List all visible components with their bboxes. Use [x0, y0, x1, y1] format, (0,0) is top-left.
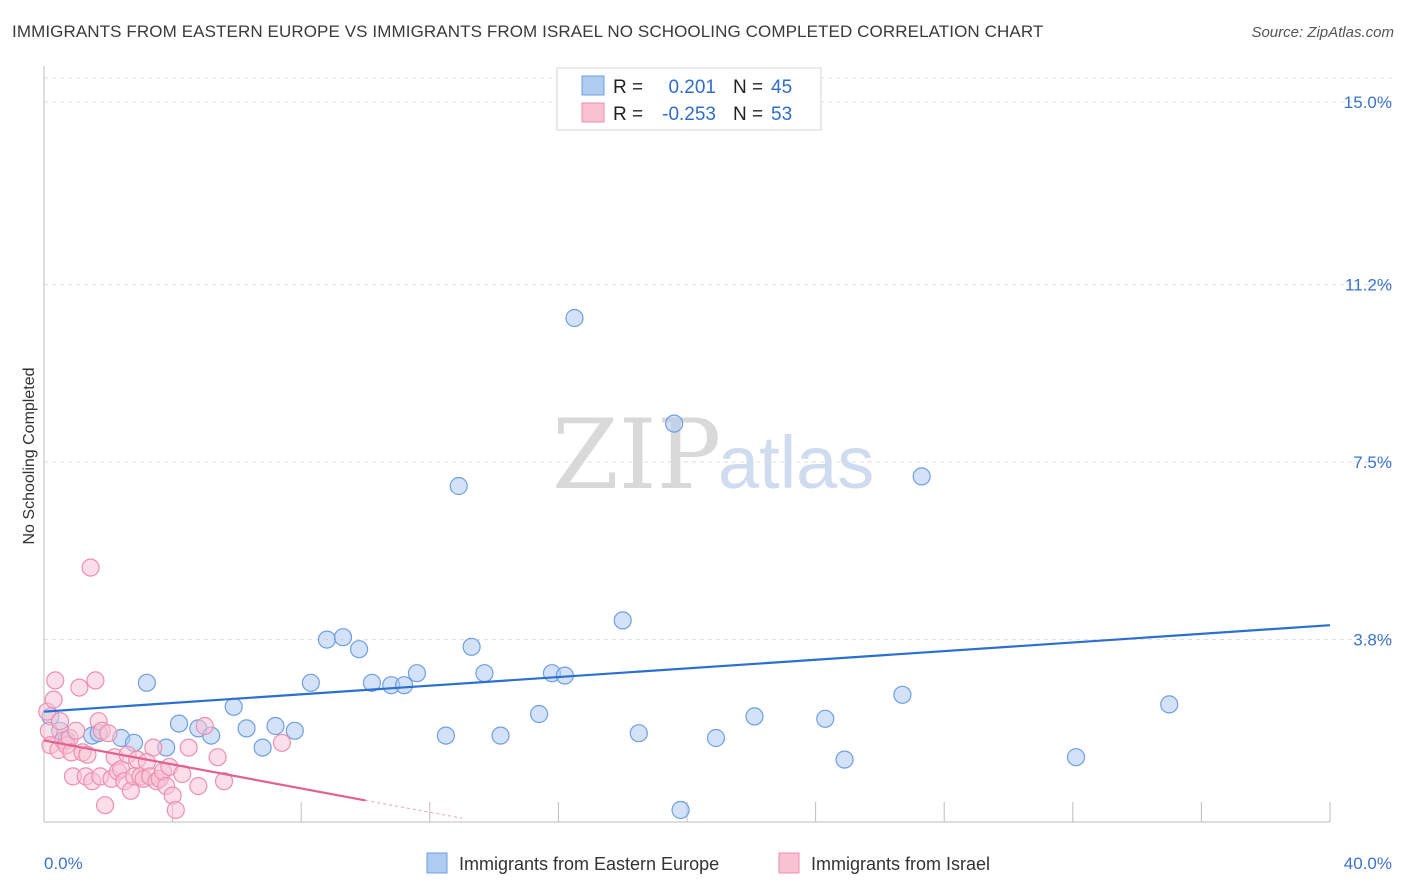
- y-tick-label: 15.0%: [1344, 93, 1392, 112]
- israel-point: [81, 558, 100, 577]
- eastern-europe-point: [706, 728, 726, 748]
- israel-point: [214, 772, 234, 791]
- eastern-europe-point: [530, 704, 549, 724]
- legend-n-label: N =: [733, 104, 763, 125]
- eastern-europe-point: [816, 709, 835, 728]
- legend-r-label: R =: [613, 104, 643, 125]
- eastern-europe-point: [333, 628, 353, 647]
- eastern-europe-point: [1066, 748, 1086, 767]
- israel-point: [67, 721, 86, 740]
- x-tick-label: 0.0%: [44, 854, 83, 873]
- israel-point: [44, 690, 63, 709]
- eastern-europe-point: [912, 467, 931, 486]
- y-tick-label: 3.8%: [1353, 631, 1392, 650]
- israel-trend-line: [43, 739, 366, 802]
- israel-point: [78, 745, 97, 764]
- bottom-legend-label-eastern-europe: Immigrants from Eastern Europe: [459, 854, 719, 874]
- eastern-europe-point: [462, 637, 481, 656]
- bottom-legend-swatch-israel: [778, 852, 800, 874]
- israel-trend-line-extension: [365, 799, 463, 819]
- eastern-europe-point: [475, 664, 494, 683]
- y-tick-label: 7.5%: [1353, 453, 1392, 472]
- watermark-zip: ZIP: [552, 399, 721, 511]
- israel-point: [189, 776, 208, 796]
- eastern-europe-point: [301, 673, 320, 692]
- top-legend: R = 0.201 N = 45 R = -0.253 N = 53: [556, 67, 822, 131]
- eastern-europe-point: [394, 676, 414, 695]
- source-label: Source: ZipAtlas.com: [1251, 24, 1394, 41]
- legend-n-value: 53: [771, 104, 792, 125]
- legend-r-value: 0.201: [668, 77, 716, 98]
- eastern-europe-point: [745, 707, 764, 726]
- legend-n-label: N =: [733, 77, 763, 98]
- eastern-europe-point: [224, 697, 243, 716]
- eastern-europe-point: [893, 685, 912, 704]
- eastern-europe-point: [169, 714, 189, 733]
- eastern-europe-point: [491, 726, 510, 745]
- trend-lines: [43, 624, 1331, 819]
- eastern-europe-point: [362, 673, 382, 692]
- eastern-europe-point: [266, 716, 285, 736]
- watermark-atlas: atlas: [718, 421, 874, 504]
- grid: [44, 77, 1392, 641]
- bottom-legend-label-israel: Immigrants from Israel: [811, 854, 990, 874]
- x-tick-label: 40.0%: [1344, 854, 1392, 873]
- eastern-europe-point: [253, 738, 272, 757]
- eastern-europe-point: [349, 640, 369, 659]
- y-tick-label: 11.2%: [1345, 275, 1392, 294]
- legend-r-label: R =: [613, 77, 643, 98]
- eastern-europe-point: [565, 308, 584, 328]
- israel-point: [46, 671, 65, 690]
- eastern-europe-point: [285, 721, 304, 740]
- israel-point: [208, 748, 227, 767]
- israel-point: [50, 712, 70, 731]
- legend-swatch-israel: [581, 102, 605, 123]
- legend-swatch-eastern-europe: [581, 75, 605, 96]
- eastern-europe-point: [665, 414, 684, 433]
- eastern-europe-point: [613, 611, 632, 630]
- israel-point: [195, 716, 214, 736]
- legend-n-value: 45: [771, 77, 792, 98]
- eastern-europe-point: [835, 750, 854, 769]
- israel-point: [86, 671, 105, 690]
- eastern-europe-trend-line: [43, 624, 1331, 713]
- eastern-europe-point: [1160, 695, 1179, 714]
- bottom-legend: Immigrants from Eastern Europe Immigrant…: [426, 852, 990, 874]
- israel-point: [99, 724, 118, 743]
- data-points: [38, 308, 1179, 820]
- israel-point: [70, 678, 89, 697]
- eastern-europe-point: [407, 664, 427, 683]
- tick-labels: 3.8% 7.5% 11.2% 15.0% 0.0% 40.0%: [44, 93, 1392, 873]
- israel-point: [166, 800, 185, 820]
- axes: [43, 66, 1331, 823]
- chart-title: IMMIGRANTS FROM EASTERN EUROPE VS IMMIGR…: [12, 22, 1044, 41]
- eastern-europe-point: [629, 724, 648, 743]
- watermark: ZIP atlas: [552, 399, 874, 511]
- eastern-europe-point: [317, 630, 337, 649]
- legend-r-value: -0.253: [662, 104, 716, 125]
- eastern-europe-point: [449, 476, 468, 496]
- eastern-europe-point: [436, 726, 455, 745]
- eastern-europe-point: [237, 719, 256, 738]
- israel-point: [272, 733, 292, 752]
- bottom-legend-swatch-eastern-europe: [426, 852, 448, 874]
- israel-point: [179, 738, 198, 757]
- israel-point: [95, 796, 115, 815]
- eastern-europe-point: [671, 800, 690, 820]
- israel-point: [144, 738, 163, 757]
- eastern-europe-point: [137, 673, 156, 692]
- y-axis-label: No Schooling Completed: [21, 368, 38, 545]
